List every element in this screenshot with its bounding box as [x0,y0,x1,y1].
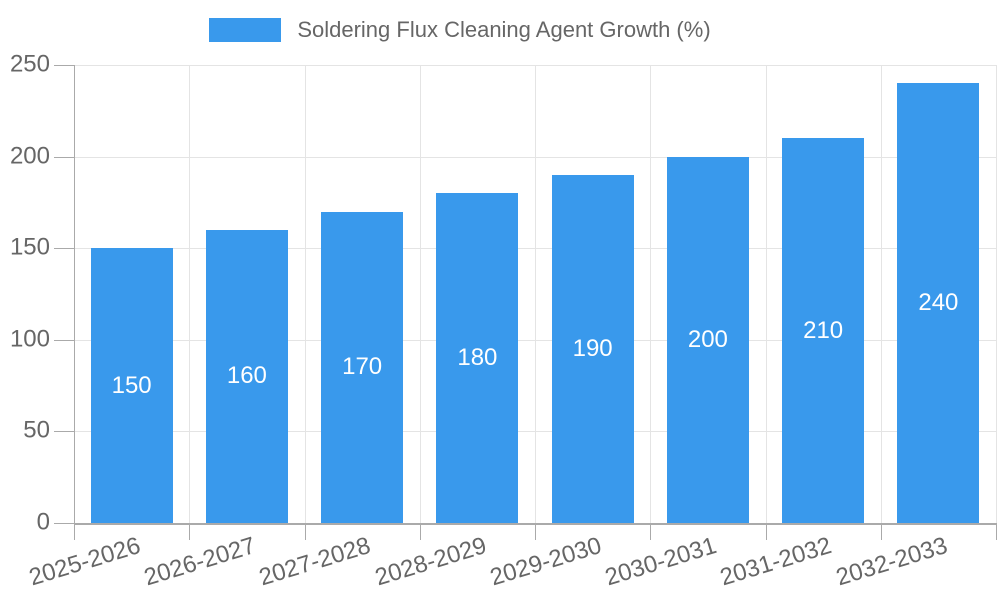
x-tick-label: 2030-2031 [602,532,720,592]
gridline-vertical [189,65,191,523]
bar-value-label: 240 [918,289,959,317]
bar-value-label: 190 [572,334,613,362]
y-tick-label: 100 [9,325,50,353]
y-tick-label: 50 [23,416,50,444]
bar[interactable]: 200 [666,156,749,523]
bar[interactable]: 170 [321,211,404,523]
x-tick-mark [996,523,997,540]
y-tick-mark [54,248,74,250]
x-tick-label: 2032-2033 [832,532,951,592]
legend-label: Soldering Flux Cleaning Agent Growth (%) [297,17,711,42]
gridline-vertical [996,65,997,523]
y-axis-line [74,65,75,540]
x-tick-label: 2031-2032 [717,532,836,592]
x-tick-label: 2025-2026 [25,532,144,592]
bar-value-label: 170 [342,353,383,381]
x-tick-mark [535,523,536,540]
bar[interactable]: 210 [782,138,865,523]
gridline-vertical [304,65,306,523]
x-tick-mark [650,523,652,540]
y-tick-label: 250 [9,50,50,78]
bar-value-label: 150 [111,371,152,399]
bar[interactable]: 160 [205,229,288,523]
x-tick-mark [880,523,882,540]
x-tick-label: 2028-2029 [371,532,490,592]
x-tick-mark [189,523,191,540]
x-tick-mark [765,523,767,540]
bar-value-label: 200 [687,325,728,353]
x-tick-label: 2026-2027 [141,532,259,592]
gridline-vertical [419,65,421,523]
x-tick-mark [74,523,75,540]
bar-value-label: 160 [226,362,267,390]
bar[interactable]: 150 [90,248,173,523]
x-tick-mark [419,523,421,540]
y-tick-mark [54,523,74,524]
plot-area: 150 160 170 180 190 200 210 240 [74,65,997,523]
x-tick-label: 2027-2028 [256,532,375,592]
bar[interactable]: 190 [551,174,634,523]
x-tick-mark [304,523,306,540]
y-tick-label: 200 [9,142,50,170]
bar-value-label: 180 [457,344,498,372]
gridline-vertical [535,65,536,523]
y-tick-label: 150 [9,233,50,261]
y-tick-mark [54,156,74,158]
x-tick-label: 2029-2030 [486,532,605,592]
gridline-vertical [880,65,882,523]
bar-value-label: 210 [803,316,844,344]
y-tick-mark [54,431,74,433]
y-tick-mark [54,65,74,66]
bar[interactable]: 180 [436,193,519,523]
gridline-vertical [765,65,767,523]
y-tick-mark [54,339,74,341]
gridline-vertical [650,65,652,523]
legend-swatch [209,18,282,42]
legend-item[interactable]: Soldering Flux Cleaning Agent Growth (%) [0,17,960,43]
bar[interactable]: 240 [897,83,980,523]
y-tick-label: 0 [36,508,50,536]
